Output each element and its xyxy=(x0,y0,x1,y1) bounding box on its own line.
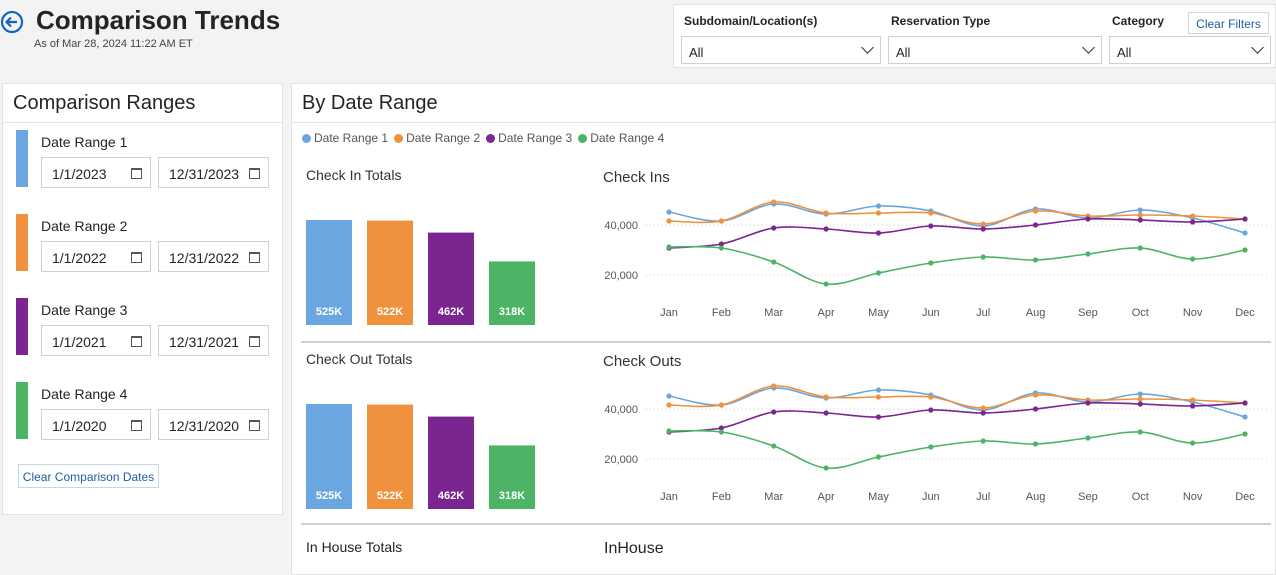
section-title: InHouse xyxy=(604,540,664,557)
legend-swatch xyxy=(578,133,588,143)
end-date-input[interactable]: 12/31/2021 xyxy=(158,325,269,356)
chevron xyxy=(861,41,874,54)
legend-swatch xyxy=(302,133,311,143)
start-date-input[interactable]: 1/1/2021 xyxy=(41,325,151,356)
divider xyxy=(301,341,1271,343)
filter-dropdown[interactable]: All xyxy=(1109,36,1271,64)
calendar-icon xyxy=(249,420,260,431)
range-color xyxy=(16,382,28,439)
legend-swatch xyxy=(394,133,404,143)
chevron xyxy=(1082,41,1095,54)
start-date-input[interactable]: 1/1/2020 xyxy=(41,409,151,440)
legend-swatch xyxy=(486,133,496,143)
panel-title: Comparison Ranges xyxy=(13,92,196,114)
end-date-input[interactable]: 12/31/2022 xyxy=(158,241,269,272)
legend-label: Date Range 4 xyxy=(590,131,665,145)
calendar-icon xyxy=(249,336,260,347)
clear-filters-button[interactable]: Clear Filters xyxy=(1188,12,1269,34)
calendar-icon xyxy=(131,336,142,347)
chevron xyxy=(1251,41,1264,54)
filter-dropdown[interactable]: All xyxy=(681,36,881,64)
range-label: Date Range 2 xyxy=(41,218,128,234)
range-label: Date Range 3 xyxy=(41,302,128,318)
filter-label: Subdomain/Location(s) xyxy=(684,14,818,28)
section-title: In House Totals xyxy=(306,539,403,555)
end-date-input[interactable]: 12/31/2023 xyxy=(158,157,269,188)
comparison-ranges-panel: Comparison Ranges Clear Comparison Dates… xyxy=(2,83,283,515)
legend-label: Date Range 1 xyxy=(314,131,389,145)
end-date-input[interactable]: 12/31/2020 xyxy=(158,409,269,440)
start-date-input[interactable]: 1/1/2022 xyxy=(41,241,151,272)
divider xyxy=(3,122,282,123)
calendar-icon xyxy=(131,252,142,263)
divider xyxy=(292,122,1275,123)
by-date-range-panel: By Date Range Date Range 1 Date Range 2 Da… xyxy=(291,83,1276,575)
legend-item[interactable]: Date Range 4 xyxy=(578,131,664,145)
calendar-icon xyxy=(249,252,260,263)
legend-item[interactable]: Date Range 3 xyxy=(486,131,572,145)
calendar-icon xyxy=(249,168,260,179)
filter-dropdown[interactable]: All xyxy=(888,36,1102,64)
filter-label: Reservation Type xyxy=(891,14,991,28)
legend: Date Range 1 Date Range 2 Date Range 3 Date… xyxy=(302,131,664,145)
panel-title: By Date Range xyxy=(302,92,438,114)
legend-item[interactable]: Date Range 2 xyxy=(394,131,480,145)
start-date-input[interactable]: 1/1/2023 xyxy=(41,157,151,188)
legend-label: Date Range 2 xyxy=(406,131,481,145)
calendar-icon xyxy=(131,420,142,431)
calendar-icon xyxy=(131,168,142,179)
back-button[interactable] xyxy=(0,10,26,36)
legend-item[interactable]: Date Range 1 xyxy=(302,131,388,145)
range-label: Date Range 4 xyxy=(41,386,128,402)
page-title: Comparison Trends xyxy=(36,5,281,35)
filter-label: Category xyxy=(1112,14,1165,28)
range-color xyxy=(16,214,28,271)
clear-dates-button[interactable]: Clear Comparison Dates xyxy=(18,464,159,488)
range-color xyxy=(16,130,28,187)
legend-label: Date Range 3 xyxy=(498,131,573,145)
range-color xyxy=(16,298,28,355)
range-label: Date Range 1 xyxy=(41,134,128,150)
divider xyxy=(301,523,1271,525)
filter-panel: Clear Filters Subdomain/Location(s) All Re… xyxy=(673,4,1276,68)
timestamp: As of Mar 28, 2024 11:22 AM ET xyxy=(34,38,193,50)
